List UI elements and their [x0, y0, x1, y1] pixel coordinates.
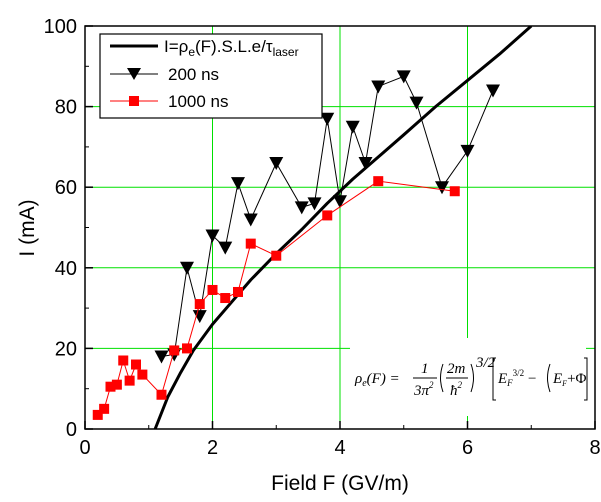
x-tick-label: 2 [207, 437, 218, 459]
eq-paren-right [470, 363, 474, 393]
point-200ns [460, 144, 475, 158]
y-tick-label: 100 [44, 16, 77, 38]
x-tick-label: 6 [462, 437, 473, 459]
point-1000ns [322, 210, 333, 221]
legend-label-1000ns: 1000 ns [168, 92, 229, 111]
y-tick-label: 80 [55, 97, 77, 119]
point-1000ns [449, 186, 460, 197]
y-tick-label: 60 [55, 177, 77, 199]
y-tick-label: 40 [55, 258, 77, 280]
y-axis-title: I (mA) [16, 199, 39, 256]
y-tick-label: 0 [66, 419, 77, 441]
point-1000ns [169, 345, 180, 356]
point-200ns [345, 120, 360, 134]
eq-inner: EF+Φ [552, 371, 587, 388]
eq-paren-left [440, 363, 444, 393]
point-1000ns [373, 176, 384, 187]
point-200ns [358, 157, 373, 171]
point-1000ns [137, 369, 148, 380]
legend-fit-sub2: laser [273, 45, 299, 59]
legend: I=ρe(F).S.L.e/τlaser 200 ns 1000 ns [99, 33, 323, 119]
point-1000ns [111, 379, 122, 390]
point-1000ns [271, 250, 282, 261]
eq-bracket-right [584, 357, 588, 401]
point-200ns [435, 181, 449, 195]
point-200ns [396, 70, 411, 84]
y-tick-label: 20 [55, 338, 77, 360]
point-1000ns [105, 381, 116, 392]
series-fit-curve [153, 26, 533, 429]
ticks [84, 25, 596, 430]
point-200ns [333, 195, 347, 209]
eq-frac1-den: 3π2 [413, 380, 434, 399]
legend-marker-1000ns [129, 96, 139, 106]
eq-frac2-num: 2m [447, 361, 466, 377]
eq-ef: EF3/2 − [497, 368, 536, 388]
point-200ns [307, 197, 322, 211]
equation-lhs: ρe(F) = [354, 371, 400, 389]
legend-label-200ns: 200 ns [168, 65, 219, 84]
series-layer [92, 26, 533, 429]
point-1000ns [99, 403, 110, 414]
x-tick-label: 8 [589, 437, 600, 459]
equation-annotation: ρe(F) = 1 3π2 2m ħ2 3/2 EF3/2 − EF+Φ [350, 338, 588, 416]
point-1000ns [131, 359, 141, 370]
legend-fit-sub1: e [188, 45, 195, 59]
point-1000ns [207, 284, 218, 295]
eq-bracket-left [492, 357, 496, 401]
point-1000ns [233, 286, 243, 297]
point-200ns [154, 350, 169, 364]
point-200ns [269, 157, 284, 171]
point-200ns [371, 80, 386, 94]
point-200ns [243, 213, 258, 227]
point-200ns [486, 84, 500, 98]
point-1000ns [182, 343, 192, 354]
legend-marker-200ns [127, 68, 141, 80]
point-200ns [294, 201, 309, 215]
legend-fit-mid: (F).S.L.e/τ [195, 37, 273, 56]
point-1000ns [156, 389, 167, 400]
point-1000ns [92, 409, 103, 420]
point-200ns [231, 177, 245, 191]
point-200ns [205, 229, 220, 243]
point-200ns [218, 241, 233, 255]
point-200ns [409, 96, 424, 110]
legend-label-fit: I=ρe(F).S.L.e/τlaser [164, 37, 299, 59]
eq-frac1-num: 1 [421, 361, 429, 377]
point-200ns [192, 310, 207, 324]
legend-fit-main: I=ρ [164, 37, 188, 56]
x-tick-label: 0 [79, 437, 90, 459]
point-200ns [320, 112, 335, 126]
eq-exp1: 3/2 [475, 355, 496, 371]
eq-paren-inner [547, 363, 551, 393]
point-200ns [180, 261, 194, 275]
x-tick-label: 4 [334, 437, 345, 459]
equation-box [350, 338, 586, 416]
point-1000ns [220, 293, 231, 304]
point-1000ns [124, 375, 135, 386]
point-1000ns [194, 299, 205, 310]
point-1000ns [245, 238, 256, 249]
x-axis-title: Field F (GV/m) [271, 472, 409, 495]
point-1000ns [118, 355, 129, 366]
